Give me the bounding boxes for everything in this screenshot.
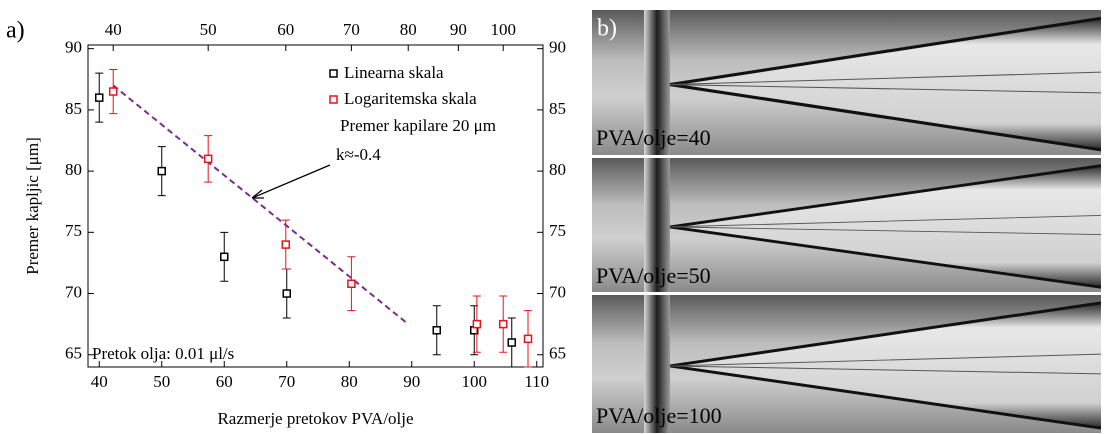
x-tick-label: 40 bbox=[91, 372, 108, 391]
y2-tick-label: 90 bbox=[549, 38, 566, 57]
image-label: PVA/olje=100 bbox=[596, 403, 722, 428]
legend-label: Logaritemska skala bbox=[344, 89, 477, 108]
x-tick-label: 50 bbox=[153, 372, 170, 391]
y-tick-label: 80 bbox=[65, 160, 82, 179]
annotation: k≈-0.4 bbox=[336, 145, 381, 164]
x2-tick-label: 70 bbox=[343, 20, 360, 39]
y2-tick-label: 75 bbox=[549, 221, 566, 240]
y2-tick-label: 70 bbox=[549, 282, 566, 301]
fit-line bbox=[112, 84, 409, 325]
y2-tick-label: 85 bbox=[549, 99, 566, 118]
panel-label: b) bbox=[597, 16, 617, 42]
y-tick-label: 65 bbox=[65, 344, 82, 363]
plot-frame bbox=[87, 44, 544, 368]
annotation: Pretok olja: 0.01 μl/s bbox=[92, 344, 234, 363]
marker bbox=[472, 319, 482, 329]
marker bbox=[432, 326, 441, 335]
y-tick-label: 85 bbox=[65, 99, 82, 118]
x-tick-label: 70 bbox=[278, 372, 295, 391]
x-tick-label: 80 bbox=[341, 372, 358, 391]
marker bbox=[157, 166, 166, 176]
x-tick-label: 90 bbox=[403, 372, 420, 391]
marker bbox=[203, 154, 213, 164]
marker bbox=[220, 252, 229, 262]
marker bbox=[108, 87, 118, 96]
image-label: PVA/olje=40 bbox=[596, 125, 711, 150]
marker bbox=[498, 319, 508, 329]
y-tick-label: 75 bbox=[65, 221, 82, 240]
y2-tick-label: 80 bbox=[549, 160, 566, 179]
x-tick-label: 60 bbox=[216, 372, 233, 391]
photo-panel: b) PVA/olje=40 PVA/olje=50 PVA/olje=100 bbox=[592, 10, 1101, 433]
x2-tick-label: 100 bbox=[490, 20, 516, 39]
x-tick-label: 100 bbox=[462, 372, 488, 391]
image-label: PVA/olje=50 bbox=[596, 263, 711, 288]
marker bbox=[507, 338, 516, 347]
legend-marker bbox=[329, 69, 338, 78]
legend-label: Linearna skala bbox=[344, 63, 444, 82]
y2-tick-label: 65 bbox=[549, 344, 566, 363]
plot-area: 40 50 60 70 80 90 100 110 40 50 60 70 80 90 100 65 70 75 8… bbox=[23, 20, 566, 428]
marker bbox=[523, 334, 533, 344]
legend-marker bbox=[329, 95, 338, 104]
marker bbox=[281, 240, 291, 249]
x2-tick-label: 50 bbox=[200, 20, 217, 39]
y-tick-label: 70 bbox=[65, 282, 82, 301]
marker bbox=[347, 279, 356, 288]
x2-tick-label: 40 bbox=[105, 20, 122, 39]
x-tick-label: 110 bbox=[524, 372, 549, 391]
x2-tick-label: 80 bbox=[400, 20, 417, 39]
x2-tick-label: 90 bbox=[450, 20, 467, 39]
marker bbox=[95, 93, 104, 102]
y-axis-label: Premer kapljic [μm] bbox=[23, 137, 42, 275]
marker bbox=[282, 289, 291, 298]
y-tick-label: 90 bbox=[65, 38, 82, 57]
x-axis-label: Razmerje pretokov PVA/olje bbox=[217, 409, 413, 428]
panel-label: a) bbox=[6, 18, 25, 44]
x2-tick-label: 60 bbox=[277, 20, 294, 39]
arrow bbox=[251, 164, 331, 199]
annotation: Premer kapilare 20 μm bbox=[340, 116, 496, 135]
